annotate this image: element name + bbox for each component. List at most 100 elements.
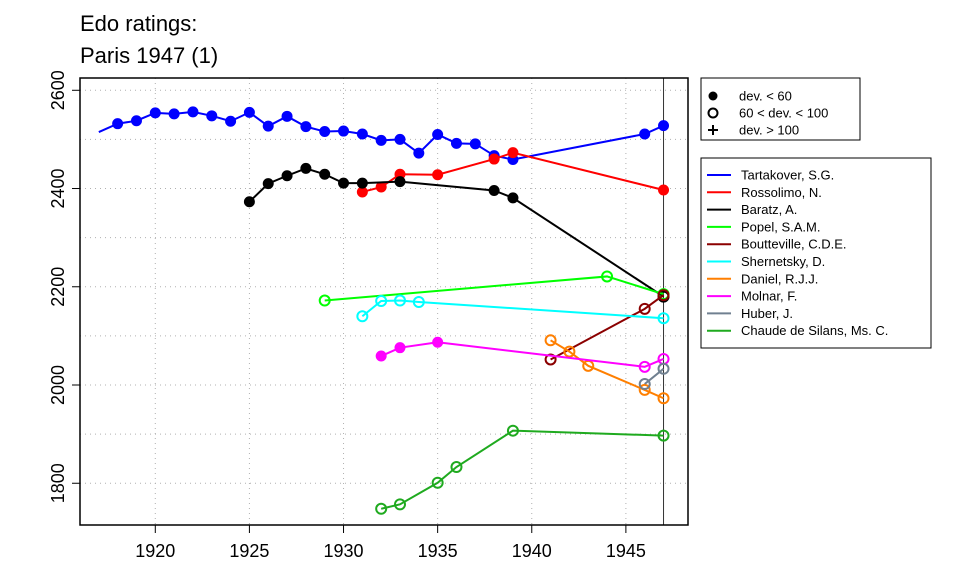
data-point bbox=[432, 336, 444, 348]
data-point bbox=[394, 294, 406, 307]
series-line bbox=[550, 294, 665, 361]
series-7 bbox=[375, 336, 670, 373]
data-point bbox=[300, 121, 312, 133]
data-point bbox=[450, 137, 462, 149]
data-point bbox=[130, 115, 142, 127]
data-point bbox=[394, 133, 406, 145]
data-point bbox=[638, 360, 651, 373]
data-point bbox=[281, 170, 293, 182]
data-point bbox=[469, 138, 481, 150]
data-point bbox=[657, 312, 670, 325]
x-tick-label: 1935 bbox=[418, 541, 458, 561]
data-point bbox=[206, 110, 218, 122]
data-point bbox=[375, 502, 388, 515]
series-line bbox=[324, 275, 664, 302]
marker-legend-label: 60 < dev. < 100 bbox=[739, 106, 828, 121]
x-tick-label: 1920 bbox=[135, 541, 175, 561]
series-legend-box bbox=[700, 157, 932, 349]
data-point bbox=[657, 392, 670, 405]
data-point bbox=[281, 110, 293, 122]
data-point bbox=[319, 126, 331, 138]
data-point bbox=[394, 342, 406, 354]
data-point bbox=[638, 378, 651, 391]
x-tick-label: 1940 bbox=[512, 541, 552, 561]
data-point bbox=[638, 383, 651, 396]
marker-legend-box bbox=[700, 77, 861, 141]
data-point bbox=[432, 128, 444, 140]
data-point bbox=[338, 177, 350, 189]
data-point bbox=[431, 476, 444, 489]
data-point bbox=[658, 184, 670, 196]
y-tick-label: 2200 bbox=[48, 267, 68, 307]
series-legend-label: Tartakover, S.G. bbox=[741, 168, 834, 183]
data-point bbox=[112, 118, 124, 130]
chart-title: Edo ratings: Paris 1947 (1) bbox=[80, 8, 218, 72]
data-point bbox=[450, 461, 463, 474]
x-tick-label: 1945 bbox=[606, 541, 646, 561]
y-tick-label: 2400 bbox=[48, 168, 68, 208]
series-line bbox=[380, 429, 664, 510]
legends: dev. < 60 60 < dev. < 100 dev. > 100 Tartak… bbox=[700, 77, 932, 349]
data-point bbox=[375, 350, 387, 362]
plus-icon bbox=[708, 125, 718, 135]
axes: 1920 1925 1930 1935 1940 1945 1800 2000 2200 2400… bbox=[48, 70, 689, 561]
series-0 bbox=[98, 106, 670, 166]
data-point bbox=[394, 498, 406, 511]
chart-title-line-2: Paris 1947 (1) bbox=[80, 43, 219, 68]
data-point bbox=[544, 353, 557, 366]
series-line bbox=[361, 299, 664, 320]
series-8 bbox=[638, 362, 670, 391]
data-point bbox=[319, 168, 331, 180]
series-legend-label: Baratz, A. bbox=[741, 202, 797, 217]
data-point bbox=[413, 147, 425, 159]
data-point bbox=[187, 106, 199, 118]
data-point bbox=[262, 178, 274, 190]
data-point bbox=[168, 108, 180, 120]
series-legend-label: Huber, J. bbox=[741, 306, 793, 321]
series-line bbox=[380, 341, 664, 368]
plot-frame bbox=[79, 77, 689, 526]
data-point bbox=[638, 302, 651, 315]
series-line bbox=[644, 368, 665, 385]
marker-legend-label: dev. < 60 bbox=[739, 89, 792, 104]
y-tick-label: 2600 bbox=[48, 70, 68, 110]
series-legend-label: Shernetsky, D. bbox=[741, 254, 825, 269]
data-point bbox=[300, 162, 312, 174]
data-point bbox=[356, 310, 369, 323]
x-tick-label: 1925 bbox=[229, 541, 269, 561]
data-point bbox=[149, 107, 161, 119]
data-point bbox=[658, 120, 670, 132]
series-6 bbox=[544, 334, 670, 405]
series-line bbox=[550, 339, 664, 400]
data-point bbox=[639, 128, 651, 140]
data-point bbox=[657, 429, 670, 442]
series-legend-label: Popel, S.A.M. bbox=[741, 219, 820, 234]
series-9 bbox=[375, 424, 670, 515]
y-tick-label: 1800 bbox=[48, 463, 68, 503]
series-legend-label: Molnar, F. bbox=[741, 289, 797, 304]
data-point bbox=[356, 128, 368, 140]
data-point bbox=[412, 295, 425, 308]
data-point bbox=[356, 177, 368, 189]
data-point bbox=[243, 106, 255, 118]
data-point bbox=[375, 134, 387, 146]
data-point bbox=[657, 362, 670, 375]
series-legend-label: Rossolimo, N. bbox=[741, 185, 822, 200]
series-4 bbox=[544, 289, 670, 366]
marker-legend-label: dev. > 100 bbox=[739, 123, 799, 138]
data-point bbox=[225, 115, 237, 127]
data-point bbox=[507, 147, 519, 159]
series-legend-label: Boutteville, C.D.E. bbox=[741, 237, 847, 252]
data-point bbox=[243, 196, 255, 208]
data-point bbox=[657, 289, 670, 302]
data-point bbox=[375, 295, 388, 308]
data-point bbox=[488, 184, 500, 196]
data-point bbox=[338, 125, 350, 137]
data-point bbox=[262, 120, 274, 132]
series-3 bbox=[318, 270, 670, 307]
series-5 bbox=[356, 294, 670, 325]
data-point bbox=[318, 294, 331, 307]
data-point bbox=[601, 270, 614, 283]
x-tick-label: 1930 bbox=[324, 541, 364, 561]
series-2 bbox=[243, 162, 670, 303]
